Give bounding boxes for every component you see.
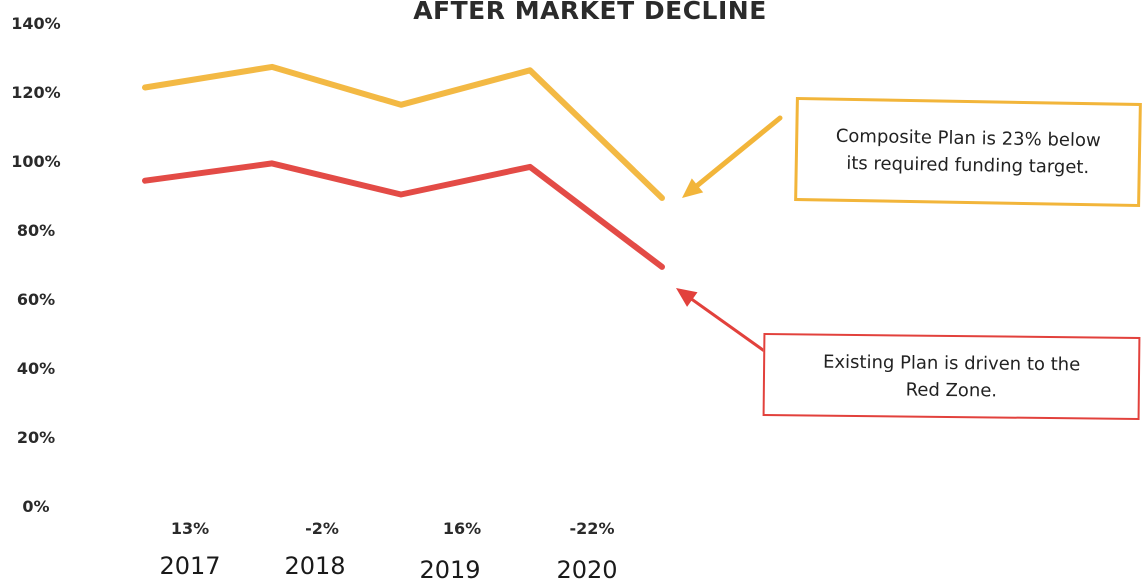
x-tick-label: 2019 [419,556,480,584]
y-tick-label: 60% [17,290,55,309]
existing-plan-callout-text: Existing Plan is driven to the Red Zone. [822,351,1081,401]
composite-plan-line [142,63,665,201]
existing-callout-arrow-head [676,288,698,307]
existing-callout-arrow [680,290,772,357]
composite-plan-callout: Composite Plan is 23% below its required… [794,96,1142,208]
return-label: -2% [305,519,339,538]
y-tick-label: 100% [11,152,60,171]
composite-callout-arrow [685,115,783,196]
x-tick-label: 2018 [284,552,345,580]
y-tick-label: 120% [11,83,60,102]
composite-callout-arrow-head [682,178,704,198]
return-label: -22% [570,519,615,538]
x-tick-label: 2020 [556,556,617,584]
y-tick-label: 80% [17,221,55,240]
y-tick-label: 20% [17,428,55,447]
existing-plan-callout: Existing Plan is driven to the Red Zone. [762,333,1141,420]
chart-title: AFTER MARKET DECLINE [413,0,767,25]
x-tick-label: 2017 [159,552,220,580]
return-label: 16% [443,519,481,538]
existing-plan-line [142,160,665,270]
y-tick-label: 0% [22,497,49,516]
return-label: 13% [171,519,209,538]
composite-plan-callout-text: Composite Plan is 23% below its required… [835,125,1101,179]
y-tick-label: 40% [17,359,55,378]
y-tick-label: 140% [11,14,60,33]
